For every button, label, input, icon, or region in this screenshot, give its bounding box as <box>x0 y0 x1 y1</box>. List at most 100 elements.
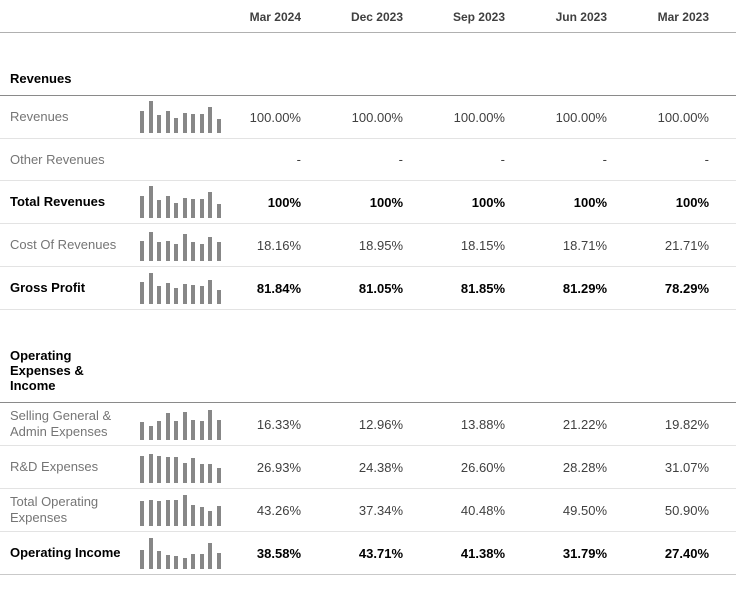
sparkline-bar <box>182 284 187 304</box>
row-value: 78.29% <box>664 280 709 296</box>
sparkline-bar <box>182 494 187 526</box>
sparkline-bar <box>140 241 144 261</box>
table-row[interactable]: Other Revenues - - - - - <box>0 139 736 181</box>
sparkline-bar <box>148 454 153 483</box>
table-row[interactable]: Gross Profit 81.84% 81.05% 81.85% 81.29% 78.… <box>0 267 736 310</box>
row-value: 81.29% <box>562 280 607 296</box>
row-value: - <box>704 152 709 167</box>
sparkline-bar <box>208 107 212 133</box>
row-value: 100.00% <box>657 109 709 125</box>
sparkline-bar <box>157 115 161 133</box>
sparkline-bar <box>165 195 170 218</box>
row-value: 100% <box>369 194 403 210</box>
row-label: Total Revenues <box>10 194 106 209</box>
sparkline-bar <box>191 504 195 526</box>
section-rows: Revenues 100.00% 100.00% 100.00% 100.00% 100… <box>0 96 736 310</box>
sparkline-bar <box>174 556 178 569</box>
sparkline-chart <box>140 229 221 261</box>
sparkline-bar <box>148 101 153 133</box>
section-rows: Selling General & Admin Expenses 16.33% 1… <box>0 403 736 575</box>
row-value: - <box>398 152 403 167</box>
sparkline-bar <box>140 196 144 218</box>
row-value: 100% <box>267 194 301 210</box>
sparkline-bar <box>148 500 153 526</box>
sparkline-bar <box>157 455 161 483</box>
table-row[interactable]: Selling General & Admin Expenses 16.33% 1… <box>0 403 736 446</box>
sparkline-bar <box>165 240 170 261</box>
sparkline-bar <box>216 242 221 261</box>
row-value: 18.15% <box>460 237 505 253</box>
table-row[interactable]: Operating Income 38.58% 43.71% 41.38% 31.79… <box>0 532 736 575</box>
row-value: 100% <box>675 194 709 210</box>
table-row[interactable]: Revenues 100.00% 100.00% 100.00% 100.00% 100… <box>0 96 736 139</box>
table-row[interactable]: Total Operating Expenses 43.26% 37.34% 40.… <box>0 489 736 532</box>
sparkline-bar <box>140 455 144 483</box>
sparkline-bar <box>208 542 212 569</box>
table-row[interactable]: Total Revenues 100% 100% 100% 100% 100% <box>0 181 736 224</box>
row-value: - <box>500 152 505 167</box>
table-row[interactable]: Cost Of Revenues 18.16% 18.95% 18.15% 18.71… <box>0 224 736 267</box>
sparkline-bar <box>199 199 204 218</box>
row-value: 100.00% <box>249 109 301 125</box>
sparkline-bar <box>157 551 161 569</box>
sparkline-bar <box>148 537 153 569</box>
row-value: 81.05% <box>358 280 403 296</box>
sparkline-chart <box>140 451 221 483</box>
sparkline-bar <box>140 281 144 304</box>
sparkline-bar <box>208 511 212 526</box>
sparkline-chart <box>140 408 221 440</box>
row-value: - <box>296 152 301 167</box>
sparkline-bar <box>157 242 161 261</box>
sparkline-bars <box>140 408 226 440</box>
sparkline-chart <box>140 101 221 133</box>
column-header: Dec 2023 <box>350 10 403 24</box>
sparkline-bars <box>140 101 226 133</box>
sparkline-bar <box>174 202 178 218</box>
column-header: Sep 2023 <box>452 10 505 24</box>
sparkline-bar <box>174 420 178 440</box>
sparkline-bar <box>216 118 221 133</box>
row-label: Revenues <box>10 109 69 124</box>
sparkline-bar <box>165 554 170 569</box>
row-label: Gross Profit <box>10 280 86 295</box>
sparkline-bar <box>191 554 195 569</box>
row-value: 100.00% <box>453 109 505 125</box>
row-value: 13.88% <box>460 416 505 432</box>
sparkline-chart <box>140 272 221 304</box>
sparkline-bar <box>216 506 221 526</box>
sparkline-bars <box>140 272 226 304</box>
table-row[interactable]: R&D Expenses 26.93% 24.38% 26.60% 28.28% 31.… <box>0 446 736 489</box>
sparkline-chart <box>140 537 221 569</box>
sparkline-bar <box>165 110 170 133</box>
section-title-row: Operating Expenses & Income <box>0 310 736 403</box>
statement-section: Operating Expenses & Income Selling Gene… <box>0 310 736 575</box>
sparkline-chart <box>140 494 221 526</box>
row-label: Total Operating Expenses <box>10 494 99 525</box>
row-value: 18.16% <box>256 237 301 253</box>
sparkline-bar <box>182 411 187 440</box>
sparkline-bar <box>191 420 195 440</box>
sparkline-bar <box>216 289 221 304</box>
sparkline-bar <box>191 242 195 261</box>
row-value: 41.38% <box>460 545 505 561</box>
row-value: 43.71% <box>358 545 403 561</box>
sparkline-bar <box>157 501 161 526</box>
sparkline-bar <box>182 112 187 133</box>
sparkline-bar <box>216 468 221 483</box>
sparkline-bar <box>216 203 221 218</box>
row-value: 26.60% <box>460 459 505 475</box>
statement-table: Revenues Revenues 100.00% 100.00% 100.00% 1… <box>0 33 736 575</box>
column-header: Jun 2023 <box>555 10 607 24</box>
sparkline-bar <box>208 409 212 440</box>
row-value: 81.85% <box>460 280 505 296</box>
row-value: 12.96% <box>358 416 403 432</box>
sparkline-bar <box>148 272 153 304</box>
table-header-row: Mar 2024 Dec 2023 Sep 2023 Jun 2023 Mar 2023 <box>0 0 736 33</box>
sparkline-bar <box>174 288 178 304</box>
sparkline-bar <box>182 234 187 261</box>
sparkline-bars <box>140 186 226 218</box>
sparkline-bar <box>148 186 153 218</box>
row-label: Other Revenues <box>10 151 105 167</box>
sparkline-bar <box>191 198 195 218</box>
